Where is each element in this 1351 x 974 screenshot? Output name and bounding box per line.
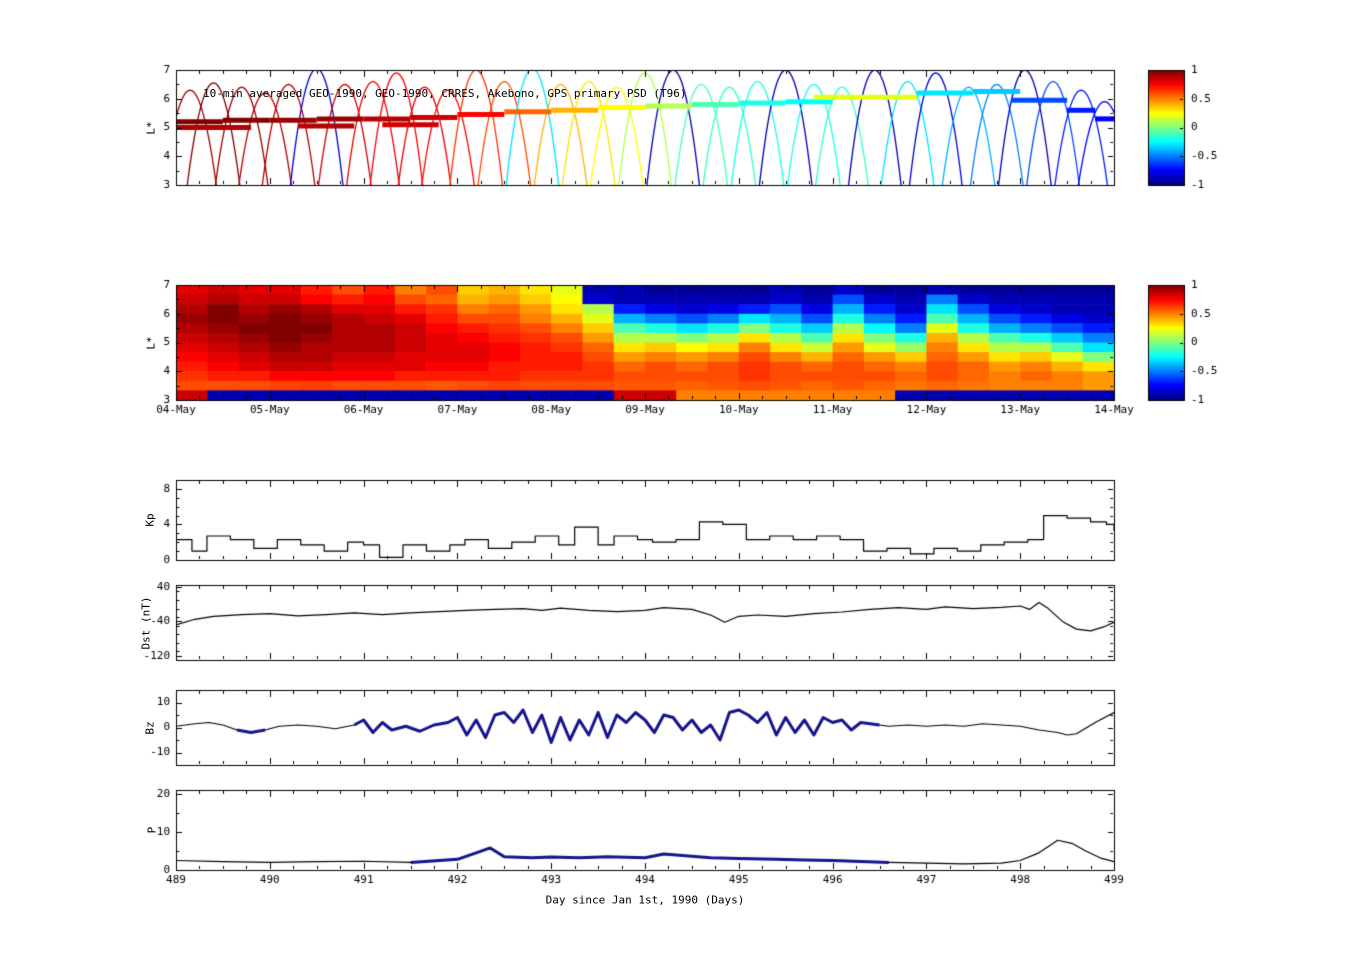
kp-ylabel: Kp: [143, 513, 157, 527]
psd-panel-ylabel: L*: [144, 121, 158, 135]
p-ylabel: P: [145, 826, 159, 834]
plot-title: 10-min averaged GEO-1990, GEO-1990, CRRE…: [203, 87, 687, 100]
x-axis-label: Day since Jan 1st, 1990 (Days): [545, 893, 745, 907]
heatmap-panel-ylabel: L*: [144, 336, 158, 350]
dst-ylabel: Dst (nT): [139, 596, 153, 650]
bz-ylabel: Bz: [143, 721, 157, 735]
